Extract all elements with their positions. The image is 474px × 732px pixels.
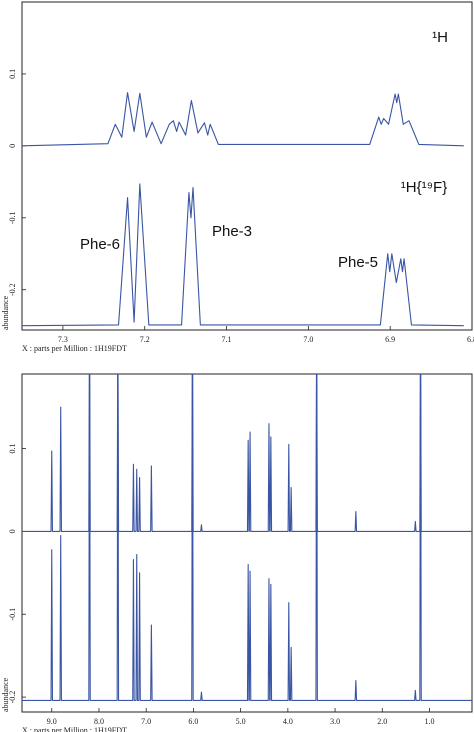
x-tick-label: 4.0 <box>283 717 293 726</box>
x-tick-label: 1.0 <box>425 717 435 726</box>
y-tick-label: -0.1 <box>8 608 17 621</box>
x-tick-label: 5.0 <box>236 717 246 726</box>
annotation: ¹H <box>432 29 448 46</box>
spectrum-line <box>22 92 464 147</box>
x-tick-label: 6.0 <box>188 717 198 726</box>
y-axis-label: abundance <box>1 295 10 330</box>
y-axis-label: abundance <box>1 677 10 712</box>
y-tick-label: -0.1 <box>8 211 17 224</box>
x-tick-label: 9.0 <box>47 717 57 726</box>
x-tick-label: 7.0 <box>303 335 313 344</box>
y-tick-label: 0 <box>8 529 17 533</box>
x-tick-label: 6.9 <box>385 335 395 344</box>
annotation: ¹H{¹⁹F} <box>401 179 447 196</box>
x-axis-label: X : parts per Million : 1H19FDT <box>22 726 127 732</box>
y-tick-label: 0 <box>8 144 17 148</box>
panel-frame <box>21 1 473 331</box>
annotation: Phe-5 <box>338 254 378 271</box>
annotation: Phe-3 <box>212 223 252 240</box>
x-tick-label: 6.8 <box>467 335 474 344</box>
x-axis-label: X : parts per Million : 1H19FDT <box>22 344 127 353</box>
spectrum-line <box>22 374 472 701</box>
x-tick-label: 7.0 <box>141 717 151 726</box>
x-tick-label: 8.0 <box>94 717 104 726</box>
x-tick-label: 7.2 <box>140 335 150 344</box>
x-tick-label: 7.1 <box>222 335 232 344</box>
y-tick-label: 0.1 <box>8 444 17 454</box>
x-tick-label: 3.0 <box>330 717 340 726</box>
x-tick-label: 7.3 <box>58 335 68 344</box>
y-tick-label: -0.2 <box>8 283 17 296</box>
spectrum-line <box>22 183 464 327</box>
y-tick-label: 0.1 <box>8 69 17 79</box>
annotation: Phe-6 <box>80 236 120 253</box>
panel-frame <box>21 373 473 713</box>
x-tick-label: 2.0 <box>377 717 387 726</box>
y-tick-label: -0.2 <box>8 691 17 704</box>
